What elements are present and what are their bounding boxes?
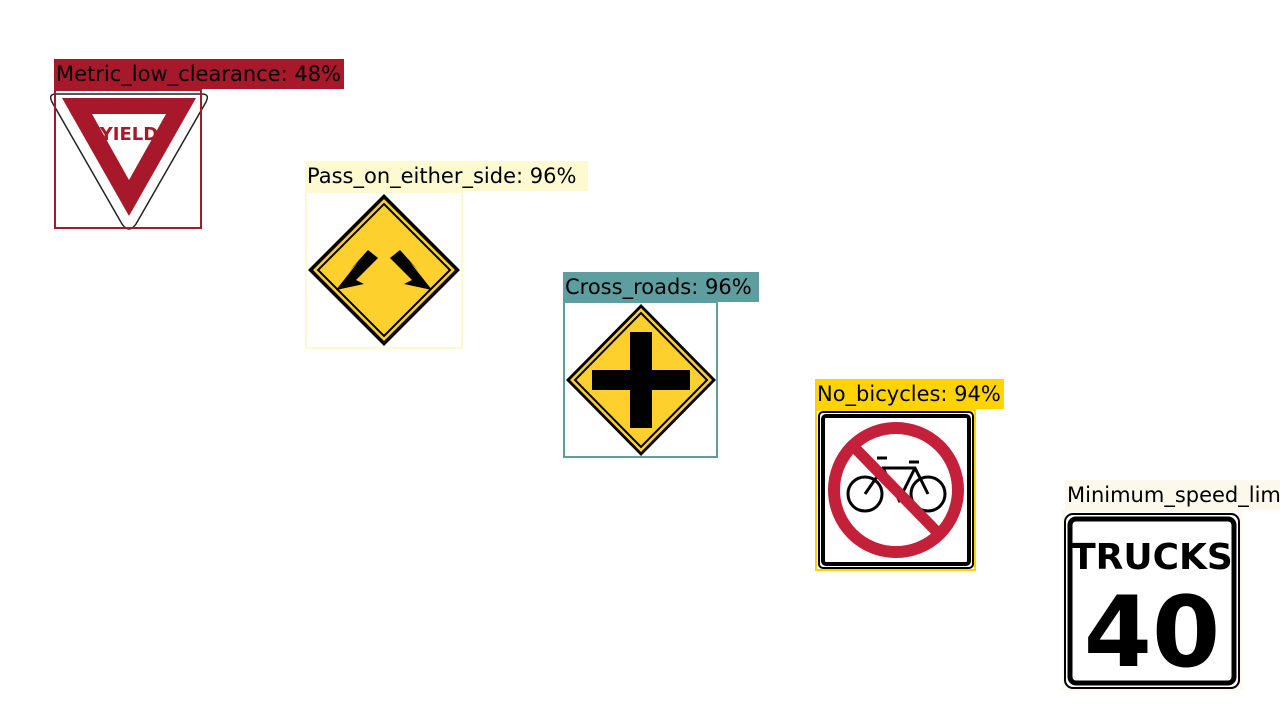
- detection-label-metric-low-clearance: Metric_low_clearance: 48%: [54, 59, 344, 89]
- trucks-speed-sign-image: TRUCKS 40: [1063, 512, 1241, 690]
- no-bicycles-sign-image: [817, 410, 975, 570]
- detection-box-minimum-speed-limit: [1062, 510, 1242, 691]
- detection-box-metric-low-clearance: [54, 89, 202, 229]
- diverging-arrows-sign-image: [306, 192, 462, 348]
- detection-box-cross-roads: [563, 301, 718, 458]
- detection-box-pass-on-either-side: [305, 191, 463, 349]
- detection-box-no-bicycles: [815, 409, 976, 571]
- trucks-sign-line1: TRUCKS: [1071, 537, 1233, 578]
- trucks-sign-speed: 40: [1084, 576, 1220, 690]
- yield-sign-image: YIELD: [48, 88, 210, 230]
- crossroads-sign-image: [564, 302, 718, 458]
- detection-label-pass-on-either-side: Pass_on_either_side: 96%: [305, 161, 588, 191]
- detection-label-cross-roads: Cross_roads: 96%: [563, 272, 759, 302]
- detection-label-no-bicycles: No_bicycles: 94%: [815, 379, 1004, 409]
- detection-label-minimum-speed-limit: Minimum_speed_lim: [1065, 480, 1280, 510]
- yield-sign-text: YIELD: [99, 124, 158, 145]
